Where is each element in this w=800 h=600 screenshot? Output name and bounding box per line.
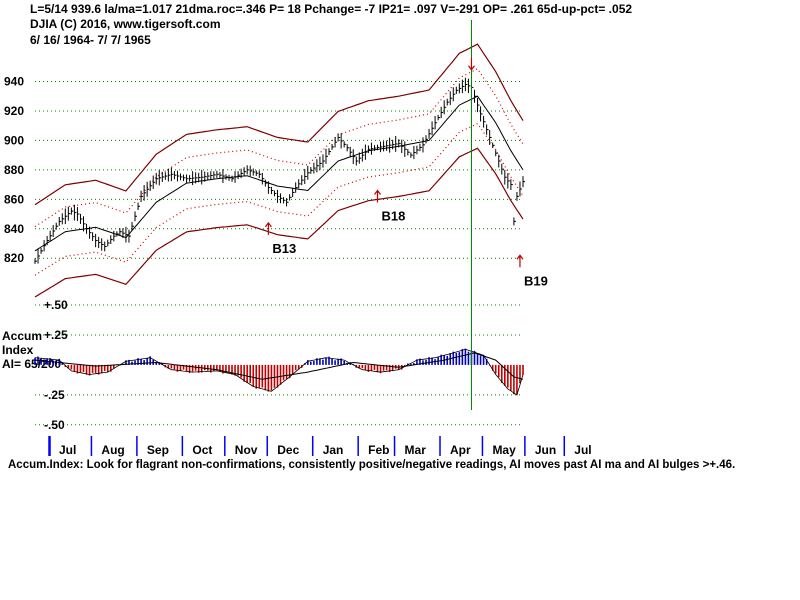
header-line-title: DJIA (C) 2016, www.tigersoft.com: [30, 17, 221, 31]
price-tick-label-860: 860: [4, 192, 24, 206]
month-label-Mar: Mar: [405, 443, 427, 457]
band-lower-inner: [34, 122, 524, 276]
month-label-Feb: Feb: [368, 443, 389, 457]
sell-arrow: [467, 57, 475, 71]
header-line-stats: L=5/14 939.6 la/ma=1.017 21dma.roc=.346 …: [30, 2, 633, 16]
signal-label-B13: B13: [272, 241, 296, 256]
price-tick-label-880: 880: [4, 163, 24, 177]
month-label-Sep: Sep: [147, 443, 169, 457]
band-upper-inner: [34, 68, 524, 228]
month-label-May: May: [492, 443, 516, 457]
accum-tick-label--.50: -.50: [44, 418, 65, 432]
footer-note: Accum.Index: Look for flagrant non-confi…: [8, 459, 736, 471]
month-label-Nov: Nov: [235, 443, 258, 457]
price-tick-label-840: 840: [4, 222, 24, 236]
accum-tick-label-+.25: +.25: [44, 328, 68, 342]
month-label-Apr: Apr: [450, 443, 471, 457]
month-label-Jun: Jun: [535, 443, 556, 457]
buy-arrow-B18: [374, 189, 381, 203]
accum-ma-line: [34, 352, 524, 380]
ma-line: [34, 95, 524, 252]
month-label-Oct: Oct: [192, 443, 212, 457]
accum-tick-label--.25: -.25: [44, 388, 65, 402]
band-lower-outer: [34, 147, 524, 298]
index-label: Index: [2, 343, 34, 357]
header-line-daterange: 6/ 16/ 1964- 7/ 7/ 1965: [30, 33, 151, 47]
month-label-Jul: Jul: [574, 443, 591, 457]
price-tick-label-820: 820: [4, 251, 24, 265]
ai-value-label: AI= 65/200: [2, 357, 62, 371]
signal-label-B18: B18: [382, 208, 406, 223]
month-label-Dec: Dec: [277, 443, 299, 457]
month-label-Jul: Jul: [59, 443, 76, 457]
buy-arrow-B13: [264, 221, 272, 235]
price-tick-label-940: 940: [4, 75, 24, 89]
month-label-Aug: Aug: [101, 443, 124, 457]
band-upper-outer: [34, 43, 524, 206]
buy-arrow-B19: [516, 254, 524, 268]
accum-label: Accum: [2, 329, 43, 343]
price-tick-label-920: 920: [4, 104, 24, 118]
accum-tick-label-+.50: +.50: [44, 298, 68, 312]
accum-line: [34, 348, 524, 396]
month-label-Jan: Jan: [323, 443, 344, 457]
signal-label-B19: B19: [524, 273, 548, 288]
price-tick-label-900: 900: [4, 133, 24, 147]
